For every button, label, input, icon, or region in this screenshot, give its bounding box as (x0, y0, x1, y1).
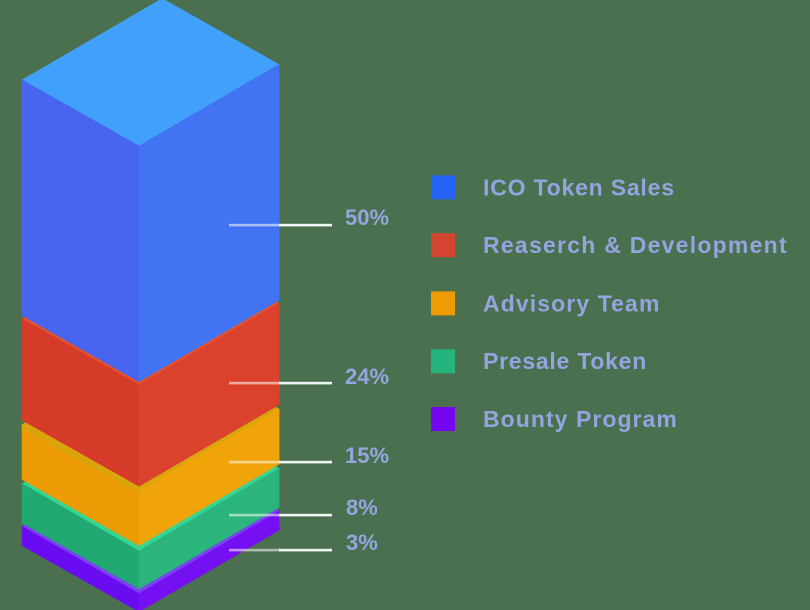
svg-text:8%: 8% (346, 495, 378, 520)
svg-text:3%: 3% (346, 530, 378, 555)
svg-text:50%: 50% (345, 205, 389, 230)
svg-text:15%: 15% (345, 443, 389, 468)
svg-text:24%: 24% (345, 364, 389, 389)
svg-text:Reaserch & Development: Reaserch & Development (483, 232, 788, 258)
svg-text:ICO Token Sales: ICO Token Sales (483, 174, 675, 200)
svg-text:Bounty Program: Bounty Program (483, 406, 678, 432)
svg-text:Advisory Team: Advisory Team (483, 290, 661, 316)
svg-text:Presale Token: Presale Token (483, 348, 647, 374)
